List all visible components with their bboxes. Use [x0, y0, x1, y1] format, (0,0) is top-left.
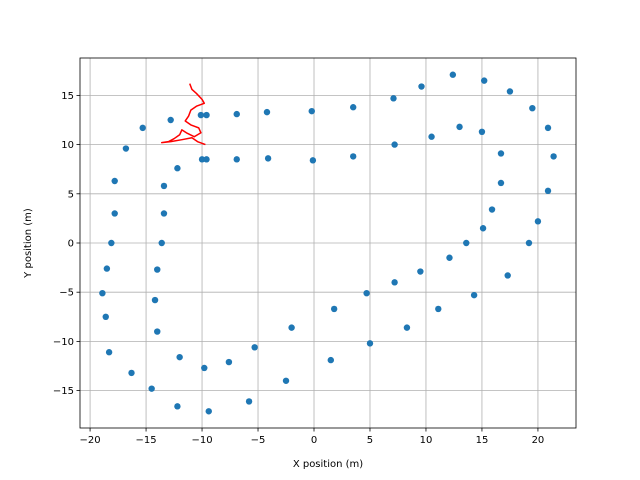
x-tick-label: 15 [476, 435, 489, 446]
landmark-point [154, 328, 161, 335]
landmark-point [363, 289, 370, 297]
landmark-point [233, 110, 240, 118]
landmark-point [176, 353, 183, 361]
landmark-point [463, 239, 470, 247]
landmark-point [233, 156, 240, 163]
landmark-point [330, 305, 338, 313]
landmark-point [105, 349, 113, 356]
landmark-point [309, 157, 317, 164]
landmark-point [470, 291, 478, 299]
landmark-point [263, 108, 271, 116]
x-tick-label: 0 [311, 435, 317, 446]
landmark-point [449, 71, 457, 78]
landmark-point [417, 268, 424, 275]
landmark-point [205, 408, 212, 415]
landmark-point [102, 313, 109, 321]
landmark-point [391, 141, 398, 148]
y-tick-label: 0 [68, 239, 74, 250]
landmark-point [139, 124, 146, 132]
landmark-point [479, 225, 487, 232]
landmark-point [251, 344, 258, 351]
landmark-point [349, 153, 357, 160]
y-tick-label: −10 [53, 337, 74, 348]
landmark-point [327, 356, 334, 364]
landmark-point [167, 116, 174, 124]
y-tick-label: 15 [61, 91, 74, 102]
landmark-point [504, 272, 511, 279]
landmark-point [201, 364, 208, 372]
landmark-point [128, 369, 135, 377]
landmark-point [198, 156, 206, 163]
landmark-point [203, 156, 210, 163]
landmark-point [288, 324, 295, 331]
landmark-point [160, 210, 168, 217]
x-tick-label: −15 [136, 435, 157, 446]
landmark-point [160, 182, 168, 190]
landmark-point [390, 95, 397, 102]
x-tick-label: −5 [251, 435, 266, 446]
landmark-point [349, 104, 357, 111]
y-tick-label: −5 [59, 288, 74, 299]
landmark-point [534, 218, 542, 225]
landmark-point [488, 206, 496, 213]
x-tick-label: 10 [420, 435, 433, 446]
x-tick-label: −20 [80, 435, 101, 446]
landmark-point [544, 124, 552, 132]
grid-lines [80, 58, 576, 428]
landmark-point [148, 385, 155, 392]
landmark-point [122, 145, 130, 152]
x-tick-label: 5 [367, 435, 373, 446]
landmark-point [550, 153, 557, 160]
landmark-point [197, 111, 205, 119]
y-tick-label: 10 [61, 140, 74, 151]
trajectory-line [160, 83, 206, 146]
landmark-point [529, 104, 536, 112]
landmark-point [506, 88, 514, 95]
landmark-point [154, 266, 161, 273]
landmark-point [366, 340, 374, 347]
landmark-point [308, 107, 315, 115]
landmark-point [456, 123, 463, 131]
landmark-point [428, 133, 435, 140]
landmark-point [525, 239, 533, 247]
landmark-point [435, 305, 442, 313]
landmark-point [174, 403, 181, 410]
x-tick-label: 20 [532, 435, 545, 446]
y-axis-label: Y position (m) [23, 208, 34, 279]
robot-trajectory [160, 83, 206, 146]
landmark-point [99, 289, 106, 297]
landmark-points [99, 71, 557, 415]
x-tick-label: −10 [191, 435, 212, 446]
landmark-point [446, 254, 453, 261]
x-axis-label: X position (m) [293, 459, 363, 470]
landmark-point [497, 150, 505, 157]
landmark-point [497, 179, 505, 187]
landmark-point [108, 239, 115, 247]
landmark-point [403, 324, 411, 331]
landmark-point [391, 279, 398, 286]
y-tick-label: 5 [68, 189, 74, 200]
landmark-point [418, 83, 425, 90]
landmark-point [174, 165, 181, 172]
landmark-point [225, 358, 233, 366]
y-tick-label: −15 [53, 386, 74, 397]
axis-ticks: −20 −15 −10 −5 0 5 10 15 20 −15 −10 −5 0 5 10 15 [53, 91, 544, 446]
landmark-point [158, 239, 165, 247]
landmark-point [245, 398, 253, 405]
landmark-point [103, 265, 111, 272]
landmark-point [151, 296, 159, 304]
landmark-point [264, 155, 272, 162]
landmark-point [203, 111, 210, 119]
landmark-point [478, 128, 486, 136]
landmark-point [111, 210, 118, 217]
landmark-point [544, 187, 552, 195]
landmark-point [282, 377, 290, 384]
landmark-point [111, 177, 118, 185]
landmark-point [480, 77, 488, 84]
